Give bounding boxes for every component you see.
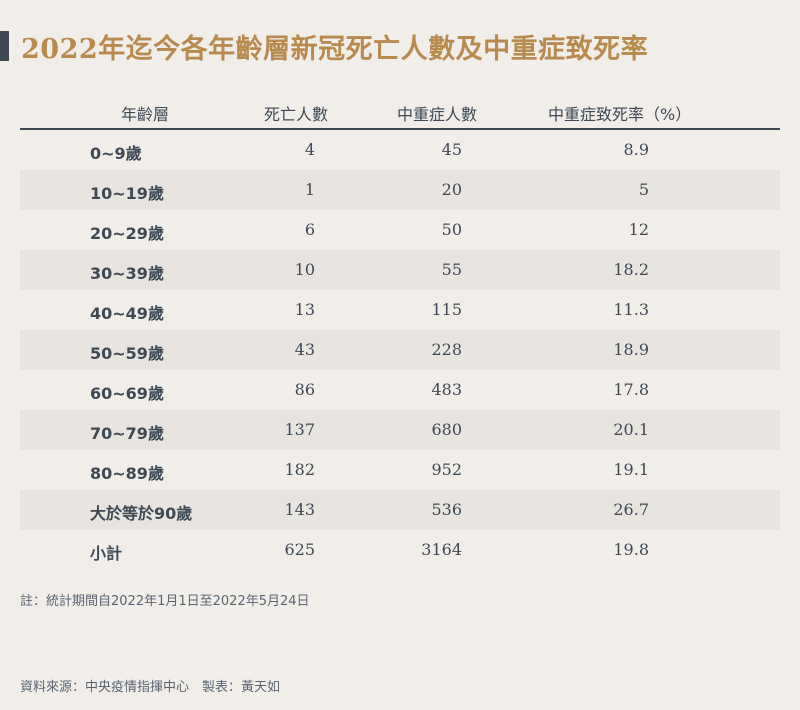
cell-deaths: 182: [284, 460, 315, 479]
cell-age-group: 50~59歲: [90, 344, 164, 363]
cell-deaths: 4: [304, 140, 315, 159]
cell-severe-cases: 3164: [421, 540, 462, 559]
table-row: 80~89歲 182 952 19.1: [20, 450, 780, 490]
cell-fatality-rate: 8.9: [623, 140, 649, 159]
table-row: 10~19歲 1 20 5: [20, 170, 780, 210]
column-header-age-group: 年齡層: [121, 105, 170, 124]
cell-deaths: 6: [304, 220, 315, 239]
data-table: 年齡層 死亡人數 中重症人數 中重症致死率（%） 0~9歲 4 45 8.9 10~19…: [20, 90, 780, 570]
cell-fatality-rate: 18.9: [613, 340, 649, 359]
cell-deaths: 143: [284, 500, 315, 519]
table-row: 60~69歲 86 483 17.8: [20, 370, 780, 410]
table-row: 小計 625 3164 19.8: [20, 530, 780, 570]
cell-severe-cases: 483: [431, 380, 462, 399]
cell-fatality-rate: 19.8: [613, 540, 649, 559]
table-row: 50~59歲 43 228 18.9: [20, 330, 780, 370]
cell-age-group: 10~19歲: [90, 184, 164, 203]
cell-age-group: 80~89歲: [90, 464, 164, 483]
column-header-fatality-rate: 中重症致死率（%）: [548, 105, 692, 124]
cell-age-group: 小計: [90, 544, 123, 563]
cell-fatality-rate: 20.1: [613, 420, 649, 439]
title-accent-bar: [0, 31, 9, 61]
cell-severe-cases: 680: [431, 420, 462, 439]
cell-fatality-rate: 12: [628, 220, 649, 239]
table-row: 0~9歲 4 45 8.9: [20, 130, 780, 170]
cell-fatality-rate: 5: [638, 180, 649, 199]
cell-severe-cases: 536: [431, 500, 462, 519]
cell-deaths: 1: [304, 180, 315, 199]
table-row: 40~49歲 13 115 11.3: [20, 290, 780, 330]
cell-severe-cases: 115: [431, 300, 462, 319]
cell-severe-cases: 952: [431, 460, 462, 479]
cell-fatality-rate: 26.7: [613, 500, 649, 519]
cell-age-group: 0~9歲: [90, 144, 142, 163]
table-row: 大於等於90歲 143 536 26.7: [20, 490, 780, 530]
cell-severe-cases: 45: [441, 140, 462, 159]
table-body: 0~9歲 4 45 8.9 10~19歲 1 20 5 20~29歲 6 50 12 30~39歲 10 5…: [20, 130, 780, 570]
footnote: 註：統計期間自2022年1月1日至2022年5月24日: [20, 594, 310, 609]
table-row: 70~79歲 137 680 20.1: [20, 410, 780, 450]
table-row: 20~29歲 6 50 12: [20, 210, 780, 250]
column-header-severe-cases: 中重症人數: [397, 105, 478, 124]
cell-deaths: 137: [284, 420, 315, 439]
column-header-deaths: 死亡人數: [264, 105, 329, 124]
cell-fatality-rate: 17.8: [613, 380, 649, 399]
cell-fatality-rate: 19.1: [613, 460, 649, 479]
cell-severe-cases: 55: [441, 260, 462, 279]
chart-title: 2022年迄今各年齡層新冠死亡人數及中重症致死率: [21, 34, 649, 65]
cell-deaths: 43: [294, 340, 315, 359]
cell-age-group: 70~79歲: [90, 424, 164, 443]
cell-severe-cases: 228: [431, 340, 462, 359]
table-header: 年齡層 死亡人數 中重症人數 中重症致死率（%）: [20, 90, 780, 130]
cell-fatality-rate: 18.2: [613, 260, 649, 279]
cell-deaths: 625: [284, 540, 315, 559]
cell-fatality-rate: 11.3: [613, 300, 649, 319]
cell-severe-cases: 20: [441, 180, 462, 199]
cell-deaths: 10: [294, 260, 315, 279]
cell-deaths: 13: [294, 300, 315, 319]
source-credit: 資料來源：中央疫情指揮中心 製表：黃天如: [20, 680, 281, 695]
cell-age-group: 30~39歲: [90, 264, 164, 283]
cell-severe-cases: 50: [441, 220, 462, 239]
table-row: 30~39歲 10 55 18.2: [20, 250, 780, 290]
cell-age-group: 60~69歲: [90, 384, 164, 403]
cell-age-group: 大於等於90歲: [90, 504, 193, 523]
cell-deaths: 86: [294, 380, 315, 399]
cell-age-group: 20~29歲: [90, 224, 164, 243]
cell-age-group: 40~49歲: [90, 304, 164, 323]
